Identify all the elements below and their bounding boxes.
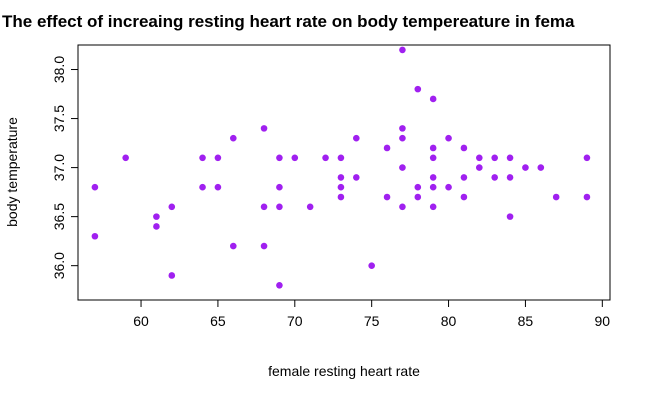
data-point — [368, 262, 375, 269]
data-point — [199, 183, 206, 191]
y-tick-label: 38.0 — [51, 56, 67, 83]
data-point — [583, 193, 591, 201]
data-point — [414, 85, 422, 93]
data-point — [460, 193, 468, 201]
data-point — [506, 174, 514, 181]
data-point — [429, 203, 437, 211]
data-point — [383, 193, 391, 201]
data-point — [399, 134, 406, 142]
data-point — [260, 242, 268, 250]
data-point — [91, 232, 99, 240]
data-point — [414, 183, 422, 191]
y-axis: 36.0 36.5 37.0 37.5 38.0 — [51, 56, 79, 279]
data-point — [337, 154, 345, 162]
data-point — [399, 164, 406, 171]
data-point — [429, 95, 437, 103]
data-point — [552, 193, 560, 201]
data-point — [460, 144, 468, 152]
chart-title: The effect of increaing resting heart ra… — [2, 12, 575, 31]
plot-frame — [77, 44, 611, 301]
x-tick-label: 80 — [441, 313, 457, 329]
data-point — [276, 281, 283, 289]
x-tick-label: 75 — [364, 313, 380, 329]
data-point — [445, 134, 452, 142]
data-point — [337, 193, 345, 201]
data-point — [476, 154, 483, 162]
data-point — [583, 154, 591, 162]
data-point — [429, 174, 437, 181]
data-point — [399, 125, 406, 132]
data-point — [506, 154, 514, 162]
x-tick-label: 70 — [287, 313, 303, 329]
x-tick-label: 65 — [210, 313, 226, 329]
y-tick-label: 37.5 — [51, 105, 67, 132]
data-point — [214, 154, 222, 162]
data-point — [337, 174, 345, 181]
data-point — [276, 203, 283, 211]
data-point — [445, 183, 452, 191]
data-point — [214, 183, 222, 191]
x-axis-label: female resting heart rate — [268, 363, 420, 379]
data-point — [506, 213, 514, 220]
data-point — [260, 203, 268, 211]
data-point — [276, 154, 283, 162]
data-point — [476, 164, 483, 171]
data-point — [168, 272, 176, 279]
data-point — [383, 144, 391, 152]
data-point — [229, 134, 237, 142]
data-point — [491, 174, 498, 181]
data-point — [260, 125, 268, 132]
data-point — [199, 154, 206, 162]
data-point — [429, 183, 437, 191]
data-point — [491, 154, 498, 162]
data-point — [306, 203, 314, 211]
data-point — [429, 154, 437, 162]
data-points — [91, 46, 591, 289]
y-tick-label: 37.0 — [51, 154, 67, 181]
data-point — [522, 164, 529, 171]
data-point — [399, 203, 406, 211]
y-tick-label: 36.5 — [51, 203, 67, 230]
data-point — [229, 242, 237, 250]
data-point — [353, 134, 360, 142]
data-point — [353, 174, 360, 181]
data-point — [337, 183, 345, 191]
x-tick-label: 60 — [133, 313, 149, 329]
y-tick-label: 36.0 — [51, 252, 67, 279]
data-point — [414, 193, 422, 201]
y-axis-label: body temperature — [4, 117, 20, 227]
data-point — [153, 213, 160, 220]
data-point — [153, 223, 160, 230]
x-axis: 60 65 70 75 80 85 90 — [133, 299, 611, 329]
data-point — [460, 174, 468, 181]
data-point — [91, 183, 99, 191]
data-point — [429, 144, 437, 152]
x-tick-label: 85 — [518, 313, 534, 329]
data-point — [168, 203, 176, 211]
data-point — [122, 154, 129, 162]
data-point — [322, 154, 329, 162]
data-point — [399, 46, 406, 54]
data-point — [537, 164, 545, 171]
data-point — [276, 183, 283, 191]
data-point — [291, 154, 299, 162]
x-tick-label: 90 — [595, 313, 611, 329]
